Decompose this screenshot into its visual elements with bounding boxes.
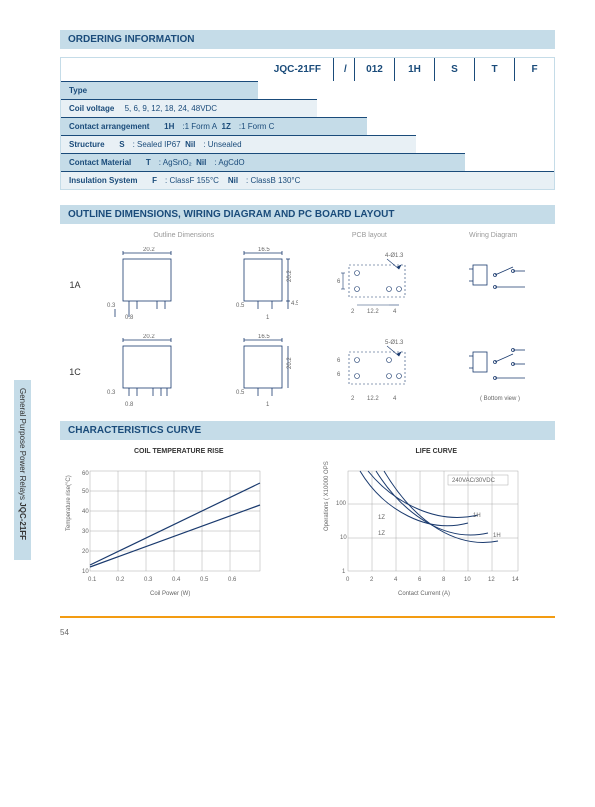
svg-text:1Z: 1Z [378,531,385,537]
outline-header: OUTLINE DIMENSIONS, WIRING DIAGRAM AND P… [60,205,555,224]
svg-text:10: 10 [340,535,347,541]
svg-text:2: 2 [351,396,355,402]
svg-text:( Bottom view ): ( Bottom view ) [480,396,520,402]
dim-row-1a: 1A 20.2 0.3 0.8 [60,247,555,322]
svg-text:6: 6 [337,372,341,378]
svg-text:6: 6 [337,279,341,285]
svg-text:100: 100 [336,501,347,507]
row-contact: Contact arrangement [69,122,149,131]
row-type: Type [69,86,87,95]
wiring-1a [465,247,535,307]
svg-text:0.6: 0.6 [228,577,237,583]
part-sep: / [333,58,354,81]
svg-text:0.3: 0.3 [107,303,116,309]
svg-text:0.8: 0.8 [125,402,134,408]
svg-text:10: 10 [464,577,471,583]
svg-text:12.2: 12.2 [367,396,379,402]
part-voltage: 012 [354,58,394,81]
ordering-header: ORDERING INFORMATION [60,30,555,49]
svg-text:4: 4 [394,577,398,583]
svg-text:1: 1 [342,569,346,575]
ordering-box: JQC-21FF / 012 1H S T F Type Coil voltag… [60,57,555,190]
svg-text:6: 6 [337,358,341,364]
svg-text:240VAC/30VDC: 240VAC/30VDC [452,478,496,484]
svg-text:1H: 1H [493,533,501,539]
svg-text:12.2: 12.2 [367,309,379,315]
svg-text:12: 12 [488,577,495,583]
row-ins: Insulation System [69,176,137,185]
outline-front-1c: 20.2 0.3 0.8 [105,334,185,409]
dim-row-1c: 1C 20.2 0.3 0.8 [60,334,555,409]
part-structure: S [434,58,474,81]
svg-text:6: 6 [418,577,422,583]
pcb-1c: 5-Ø1.3 6 6 2 12.2 4 [337,334,427,409]
page-number: 54 [60,628,555,637]
label-pcb: PCB layout [308,232,432,239]
svg-text:5-Ø1.3: 5-Ø1.3 [385,340,404,346]
svg-text:20.2: 20.2 [143,247,155,253]
svg-text:4: 4 [393,396,397,402]
svg-text:20: 20 [82,549,89,555]
svg-text:8: 8 [442,577,446,583]
svg-text:1Z: 1Z [378,515,385,521]
svg-text:0: 0 [346,577,350,583]
svg-text:40: 40 [82,509,89,515]
svg-text:0.4: 0.4 [172,577,181,583]
svg-text:0.2: 0.2 [116,577,125,583]
svg-text:0.8: 0.8 [125,315,134,321]
outline-side-1a: 16.5 20.2 4.5 0.5 1 [228,247,298,322]
pcb-1a: 4-Ø1.3 6 2 12.2 4 [337,247,427,322]
temp-rise-curve: COIL TEMPERATURE RISE Temperature rise(°… [60,448,298,601]
label-wiring: Wiring Diagram [431,232,555,239]
row-coil-val: 5, 6, 9, 12, 18, 24, 48VDC [125,104,218,113]
svg-text:16.5: 16.5 [258,334,270,340]
svg-text:0.3: 0.3 [107,390,116,396]
svg-text:0.5: 0.5 [236,390,245,396]
svg-text:2: 2 [370,577,374,583]
part-contact: 1H [394,58,434,81]
svg-text:30: 30 [82,529,89,535]
svg-text:14: 14 [512,577,519,583]
svg-text:1: 1 [266,402,270,408]
svg-text:20.2: 20.2 [287,270,293,282]
divider [60,616,555,618]
outline-side-1c: 16.5 20.2 0.5 1 [228,334,298,409]
part-type: JQC-21FF [61,58,333,81]
svg-text:20.2: 20.2 [287,357,293,369]
svg-text:0.5: 0.5 [200,577,209,583]
svg-text:Temperature rise(°C): Temperature rise(°C) [66,475,72,531]
svg-text:Operations ( X10000 OPS): Operations ( X10000 OPS) [324,461,330,531]
svg-text:10: 10 [82,569,89,575]
svg-text:0.5: 0.5 [236,303,245,309]
svg-text:1: 1 [266,315,270,321]
row-struct: Structure [69,140,105,149]
svg-text:16.5: 16.5 [258,247,270,253]
svg-text:0.3: 0.3 [144,577,153,583]
svg-text:4.5: 4.5 [291,301,298,307]
svg-text:4-Ø1.3: 4-Ø1.3 [385,253,404,259]
row-coil-label: Coil voltage [69,104,114,113]
svg-text:4: 4 [393,309,397,315]
svg-text:Contact Current (A): Contact Current (A) [398,591,450,597]
curves-header: CHARACTERISTICS CURVE [60,421,555,440]
svg-text:1H: 1H [473,513,481,519]
svg-text:20.2: 20.2 [143,334,155,340]
svg-text:60: 60 [82,471,89,477]
part-material: T [474,58,514,81]
svg-text:2: 2 [351,309,355,315]
outline-front-1a: 20.2 0.3 0.8 [105,247,185,322]
svg-text:0.1: 0.1 [88,577,97,583]
svg-text:Coil Power (W): Coil Power (W) [150,591,190,597]
label-outline: Outline Dimensions [60,232,308,239]
life-curve: LIFE CURVE 240VAC/30VDC 1Z1Z 1H1H Operat… [318,448,556,601]
svg-text:50: 50 [82,489,89,495]
row-mat: Contact Material [69,158,131,167]
wiring-1c: ( Bottom view ) [465,334,535,404]
part-insulation: F [514,58,554,81]
